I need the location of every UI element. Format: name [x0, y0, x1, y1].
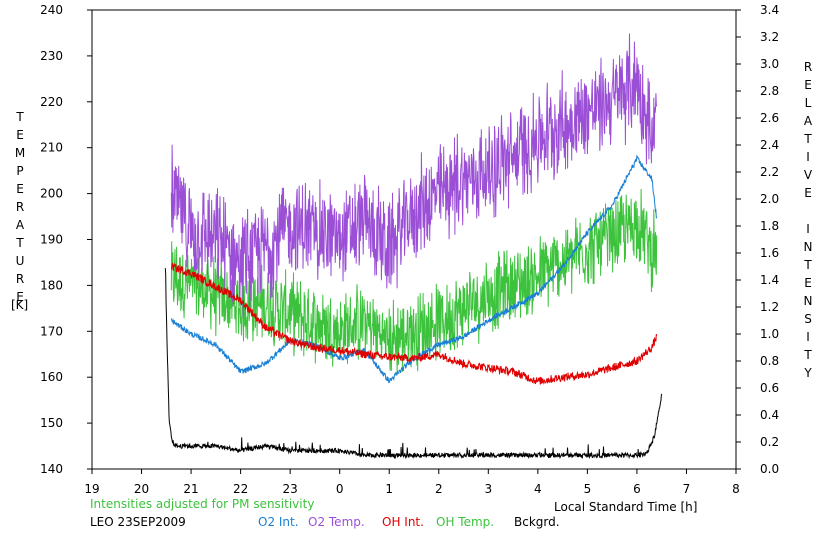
right-tick-label: 1.6	[760, 246, 779, 260]
right-tick-label: 1.8	[760, 219, 779, 233]
x-tick-label: 1	[385, 482, 393, 496]
x-tick-label: 21	[183, 482, 198, 496]
series-layer	[164, 33, 663, 460]
x-tick-label: 3	[484, 482, 492, 496]
left-tick-label: 220	[40, 95, 63, 109]
right-tick-label: 2.8	[760, 84, 779, 98]
x-axis-title: Local Standard Time [h]	[554, 500, 698, 514]
series-line-bckgrd	[164, 268, 663, 460]
series-line-o2-temp	[170, 33, 658, 318]
series-line-oh-int	[170, 262, 658, 385]
right-tick-label: 3.2	[760, 30, 779, 44]
right-tick-label: 0.8	[760, 354, 779, 368]
legend-entry: O2 Int.	[258, 515, 299, 529]
right-tick-label: 2.2	[760, 165, 779, 179]
left-ticks: 140 150 160 170 180 190 200 210 220 230 240	[40, 3, 92, 476]
left-tick-label: 180	[40, 278, 63, 292]
left-tick-label: 240	[40, 3, 63, 17]
legend-entry: OH Int.	[382, 515, 424, 529]
x-tick-label: 7	[683, 482, 691, 496]
legend-entry: OH Temp.	[436, 515, 495, 529]
x-tick-label: 4	[534, 482, 542, 496]
right-tick-label: 0.0	[760, 462, 779, 476]
left-tick-label: 160	[40, 370, 63, 384]
left-tick-label: 190	[40, 233, 63, 247]
right-tick-label: 1.0	[760, 327, 779, 341]
left-tick-label: 200	[40, 187, 63, 201]
left-tick-label: 210	[40, 141, 63, 155]
right-tick-label: 3.0	[760, 57, 779, 71]
x-tick-label: 6	[633, 482, 641, 496]
left-tick-label: 140	[40, 462, 63, 476]
right-tick-label: 2.0	[760, 192, 779, 206]
x-tick-label: 20	[134, 482, 149, 496]
x-tick-label: 8	[732, 482, 740, 496]
legend-entry: Bckgrd.	[514, 515, 560, 529]
left-tick-label: 150	[40, 416, 63, 430]
sensitivity-note: Intensities adjusted for PM sensitivity	[90, 497, 315, 511]
right-ticks: 0.0 0.2 0.4 0.6 0.8 1.0 1.2 1.4 1.6 1.8 2.0 2.2 2.4 2…	[736, 3, 779, 476]
x-tick-label: 22	[233, 482, 248, 496]
left-tick-label: 170	[40, 324, 63, 338]
x-tick-label: 19	[84, 482, 99, 496]
right-tick-label: 3.4	[760, 3, 779, 17]
x-tick-label: 5	[584, 482, 592, 496]
right-tick-label: 2.4	[760, 138, 779, 152]
station-label: LEO 23SEP2009	[90, 515, 186, 529]
right-tick-label: 2.6	[760, 111, 779, 125]
legend-entry: O2 Temp.	[308, 515, 365, 529]
x-tick-label: 23	[283, 482, 298, 496]
x-ticks: 19 20 21 22 23 0 1 2 3 4 5 6 7 8	[84, 469, 740, 496]
right-tick-label: 0.4	[760, 408, 779, 422]
right-tick-label: 0.6	[760, 381, 779, 395]
right-tick-label: 1.2	[760, 300, 779, 314]
right-tick-label: 1.4	[760, 273, 779, 287]
x-tick-label: 0	[336, 482, 344, 496]
x-tick-label: 2	[435, 482, 443, 496]
left-axis-unit: [K]	[11, 298, 29, 312]
left-tick-label: 230	[40, 49, 63, 63]
right-tick-label: 0.2	[760, 435, 779, 449]
